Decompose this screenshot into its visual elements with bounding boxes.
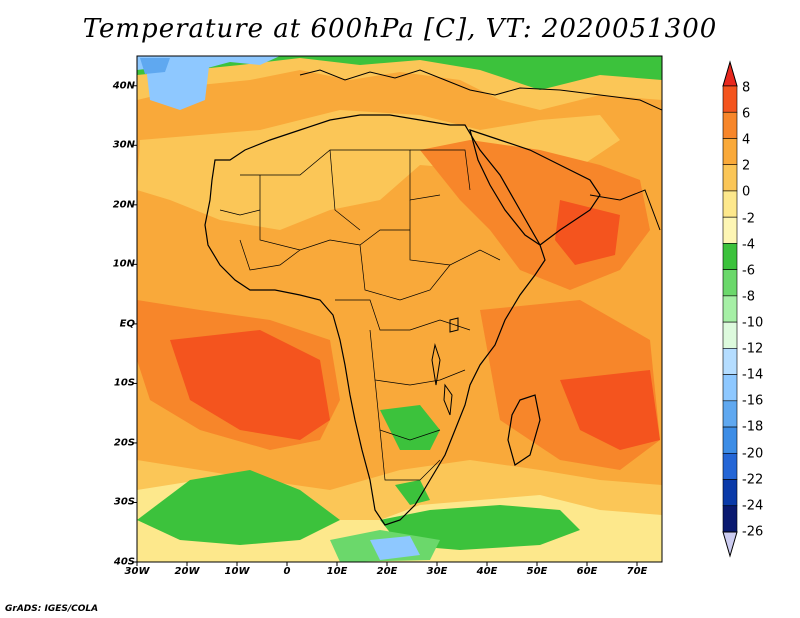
lat-label: EQ: [119, 318, 135, 330]
lon-label: 30W: [124, 566, 150, 577]
colorbar-segment: [722, 400, 738, 428]
lat-label: 10N: [112, 258, 135, 270]
colorbar-segment: [722, 111, 738, 139]
lat-label: 30S: [113, 496, 135, 508]
colorbar-segment: [722, 216, 738, 244]
lon-label: 70E: [626, 566, 648, 577]
plot-border: [136, 55, 663, 563]
colorbar-segment: [722, 138, 738, 166]
field-indian-hotter: [560, 370, 660, 450]
colorbar-segment: [722, 269, 738, 297]
field-southern-africa-green: [380, 405, 440, 450]
colorbar-label: 6: [742, 106, 751, 122]
field-south-blue: [370, 536, 420, 560]
colorbar-label: -22: [742, 472, 764, 488]
lon-label: 10W: [224, 566, 250, 577]
lat-label: 40S: [113, 556, 135, 568]
colorbar-segment: [722, 85, 738, 113]
lat-label: 20N: [112, 199, 135, 211]
field-arabia-hotter: [555, 200, 620, 265]
colorbar-label: -26: [742, 524, 764, 540]
colorbar-label: -20: [742, 446, 764, 462]
colorbar-segment: [722, 452, 738, 480]
field-north-green: [137, 56, 662, 90]
lon-label: 40E: [476, 566, 498, 577]
colorbar-segment: [722, 190, 738, 218]
colorbar-label: -10: [742, 315, 764, 331]
colorbar-label: 0: [742, 184, 751, 200]
lat-label: 10S: [113, 377, 135, 389]
lon-label: 10E: [326, 566, 348, 577]
colorbar-segment: [722, 243, 738, 270]
colorbar-bottom-arrow: [722, 531, 738, 558]
colorbar-segment: [722, 479, 738, 507]
colorbar-segment: [722, 295, 738, 323]
colorbar-segment: [722, 426, 738, 454]
country-borders: [219, 149, 501, 481]
lon-label: 60E: [576, 566, 598, 577]
lat-label: 20S: [113, 437, 135, 449]
chart-title: Temperature at 600hPa [C], VT: 202005130…: [82, 14, 718, 44]
colorbar-label: -12: [742, 341, 764, 357]
colorbar-label: 4: [742, 132, 751, 148]
arabia-coastline: [469, 129, 601, 246]
axis-ticks: [133, 85, 638, 566]
field-northwest-deepblue: [140, 58, 170, 74]
field-atlantic-hotter: [170, 330, 330, 440]
colorbar-segment: [722, 164, 738, 192]
colorbar: [722, 60, 738, 558]
colorbar-label: 8: [742, 80, 751, 96]
india-coastline: [589, 189, 661, 231]
europe-coastline: [299, 69, 662, 111]
colorbar-top-arrow: [722, 60, 738, 87]
lakes: [431, 317, 459, 416]
lon-label: 30E: [426, 566, 448, 577]
lon-label: 0: [283, 566, 291, 577]
lat-label: 30N: [112, 139, 135, 151]
colorbar-segment: [722, 321, 738, 349]
colorbar-label: -14: [742, 367, 764, 383]
colorbar-label: -8: [742, 289, 755, 305]
colorbar-label: -18: [742, 419, 764, 435]
lon-label: 20W: [174, 566, 200, 577]
colorbar-label: 2: [742, 158, 751, 174]
map-field: [137, 56, 662, 562]
madagascar-coastline: [507, 394, 541, 466]
colorbar-segment: [722, 348, 738, 375]
colorbar-label: -4: [742, 237, 755, 253]
colorbar-segment: [722, 505, 738, 533]
lat-label: 40N: [112, 80, 135, 92]
lon-label: 50E: [526, 566, 548, 577]
colorbar-segment: [722, 374, 738, 402]
colorbar-label: -24: [742, 498, 764, 514]
colorbar-label: -16: [742, 393, 764, 409]
footer-credit: GrADS: IGES/COLA: [5, 604, 99, 614]
field-southafrica-green: [395, 480, 430, 505]
colorbar-label: -6: [742, 263, 755, 279]
field-south-green-west: [137, 470, 340, 545]
lon-label: 20E: [376, 566, 398, 577]
colorbar-label: -2: [742, 211, 755, 227]
africa-coastline: [204, 114, 546, 526]
